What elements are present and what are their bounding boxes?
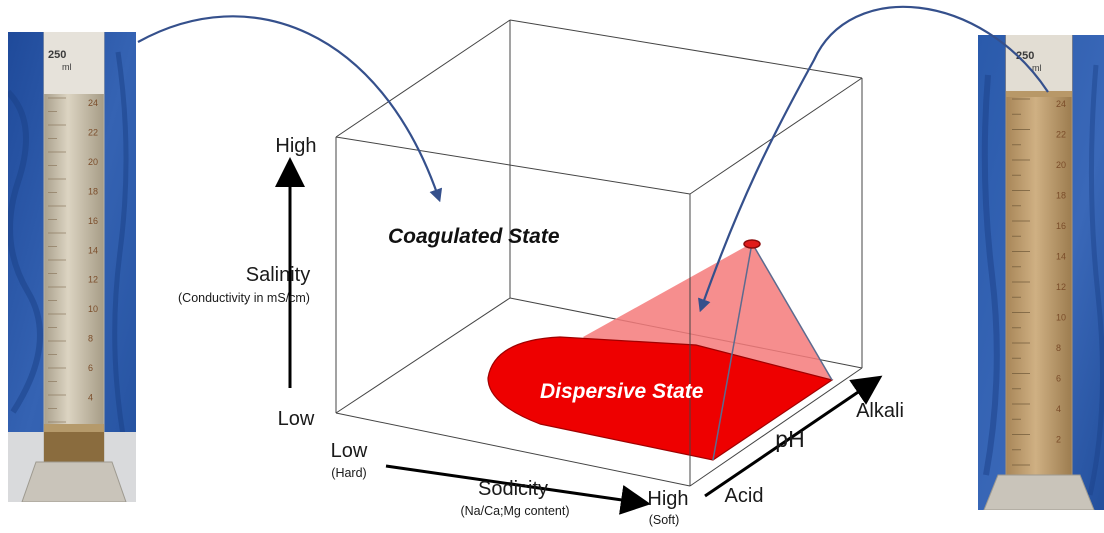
salinity-subtitle: (Conductivity in mS/cm) [178,291,310,305]
left-scale-number: 6 [88,363,93,373]
sodicity-high-note: (Soft) [649,513,680,527]
salinity-low-label: Low [278,408,315,430]
salinity-high-label: High [275,135,316,157]
ph-axis-arrow [704,375,883,498]
left-photo-arrow [137,15,443,203]
cube-back-edges [335,19,863,414]
coagulated-state-label: Coagulated State [388,225,560,248]
right-scale-number: 12 [1056,282,1066,292]
left-scale-number: 14 [88,245,98,255]
left-scale-number: 10 [88,304,98,314]
salinity-title: Salinity [246,264,310,286]
right-unit-label: ml [1032,63,1042,73]
cone-apex [743,239,761,249]
right-scale-number: 14 [1056,252,1066,262]
right-photo-arrow [698,5,1049,313]
ph-low-label: Acid [725,485,764,507]
sodicity-low-label: Low [331,440,368,462]
right-scale-number: 8 [1056,343,1061,353]
cone-edge-right [751,242,833,381]
dispersive-state-label: Dispersive State [540,380,704,403]
sodicity-title: Sodicity [478,478,548,500]
left-volume-label: 250 [48,49,66,61]
left-scale-number: 20 [88,157,98,167]
graduated-cylinder-clear-icon: 24 22 20 18 16 14 12 10 8 6 4 250 ml [8,32,136,502]
left-scale-number: 24 [88,98,98,108]
right-scale-number: 4 [1056,404,1061,414]
left-scale-number: 12 [88,275,98,285]
right-scale-number: 22 [1056,130,1066,140]
left-cylinder-photo: 24 22 20 18 16 14 12 10 8 6 4 250 ml [8,32,136,502]
left-unit-label: ml [62,62,72,72]
right-cylinder-photo: 24 22 20 18 16 14 12 10 8 6 4 2 250 ml [978,35,1104,510]
right-scale-number: 2 [1056,435,1061,445]
dispersive-region [487,239,834,461]
sodicity-high-label: High [647,488,688,510]
sodicity-subtitle: (Na/Ca;Mg content) [460,504,569,518]
right-scale-number: 18 [1056,191,1066,201]
dispersive-state-area [487,336,834,461]
right-scale-number: 10 [1056,313,1066,323]
sodicity-axis-arrow [385,464,651,515]
ph-title: pH [775,426,804,452]
ph-high-label: Alkali [856,400,904,422]
right-scale-number: 6 [1056,374,1061,384]
left-scale-number: 4 [88,393,93,403]
cube-front-edges [335,77,863,487]
left-scale-number: 16 [88,216,98,226]
right-scale-number: 20 [1056,160,1066,170]
left-scale-number: 18 [88,186,98,196]
right-scale-number: 16 [1056,221,1066,231]
cone-edge-left [712,242,753,461]
right-scale-number: 24 [1056,99,1066,109]
left-scale-number: 8 [88,334,93,344]
left-scale-number: 22 [88,127,98,137]
sodicity-low-note: (Hard) [331,466,366,480]
